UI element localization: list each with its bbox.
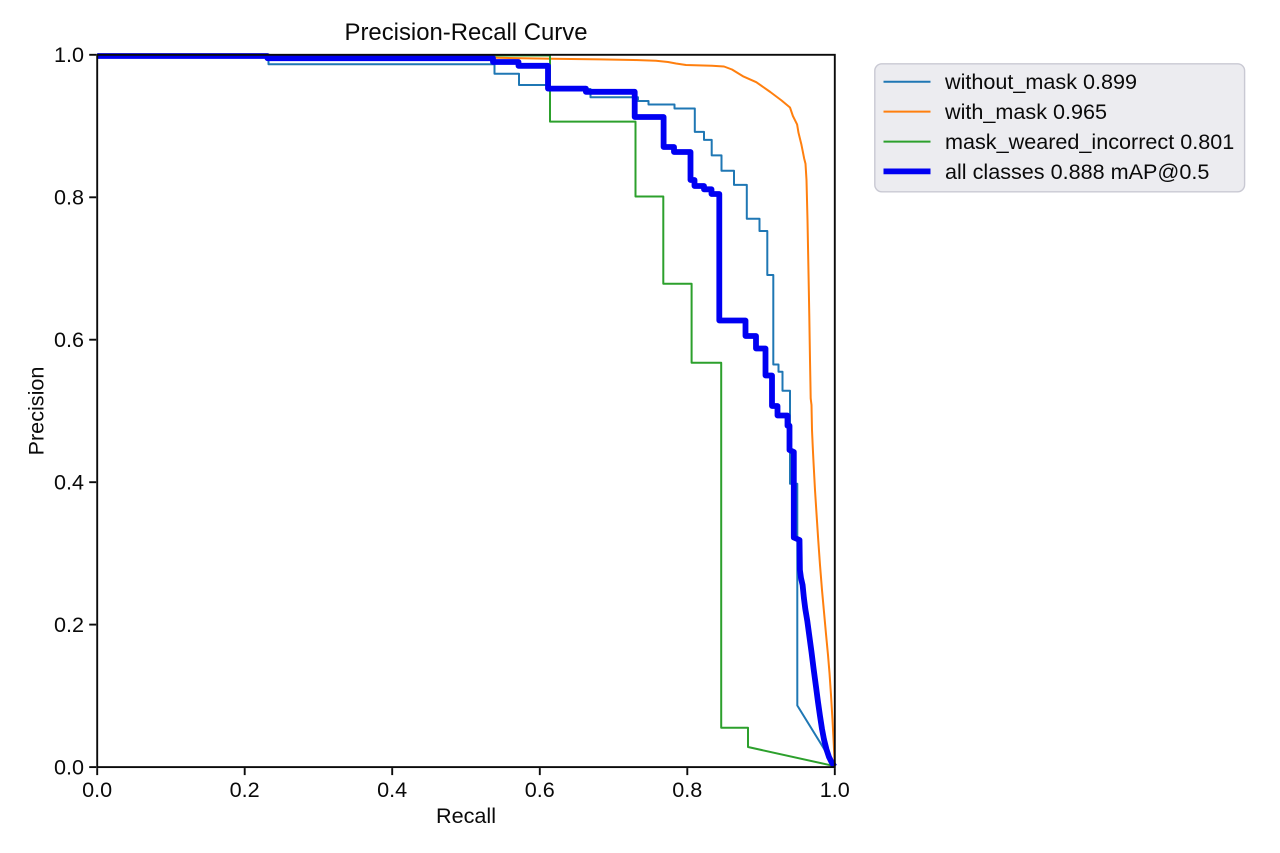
svg-text:0.6: 0.6 (54, 327, 84, 352)
svg-text:0.2: 0.2 (230, 777, 260, 802)
svg-text:Precision-Recall Curve: Precision-Recall Curve (345, 19, 588, 46)
svg-text:without_mask 0.899: without_mask 0.899 (944, 69, 1137, 94)
svg-text:mask_weared_incorrect 0.801: mask_weared_incorrect 0.801 (945, 129, 1234, 154)
svg-text:with_mask 0.965: with_mask 0.965 (944, 99, 1107, 124)
svg-text:0.6: 0.6 (525, 777, 555, 802)
svg-text:Recall: Recall (436, 803, 496, 828)
svg-text:0.4: 0.4 (54, 470, 84, 495)
svg-text:all classes 0.888 mAP@0.5: all classes 0.888 mAP@0.5 (945, 159, 1209, 184)
svg-text:0.0: 0.0 (82, 777, 112, 802)
svg-text:0.8: 0.8 (672, 777, 702, 802)
svg-text:1.0: 1.0 (54, 42, 84, 67)
svg-text:0.4: 0.4 (377, 777, 407, 802)
svg-text:Precision: Precision (24, 367, 49, 456)
svg-text:0.2: 0.2 (54, 612, 84, 637)
svg-text:1.0: 1.0 (820, 777, 850, 802)
svg-text:0.0: 0.0 (54, 755, 84, 780)
svg-text:0.8: 0.8 (54, 185, 84, 210)
